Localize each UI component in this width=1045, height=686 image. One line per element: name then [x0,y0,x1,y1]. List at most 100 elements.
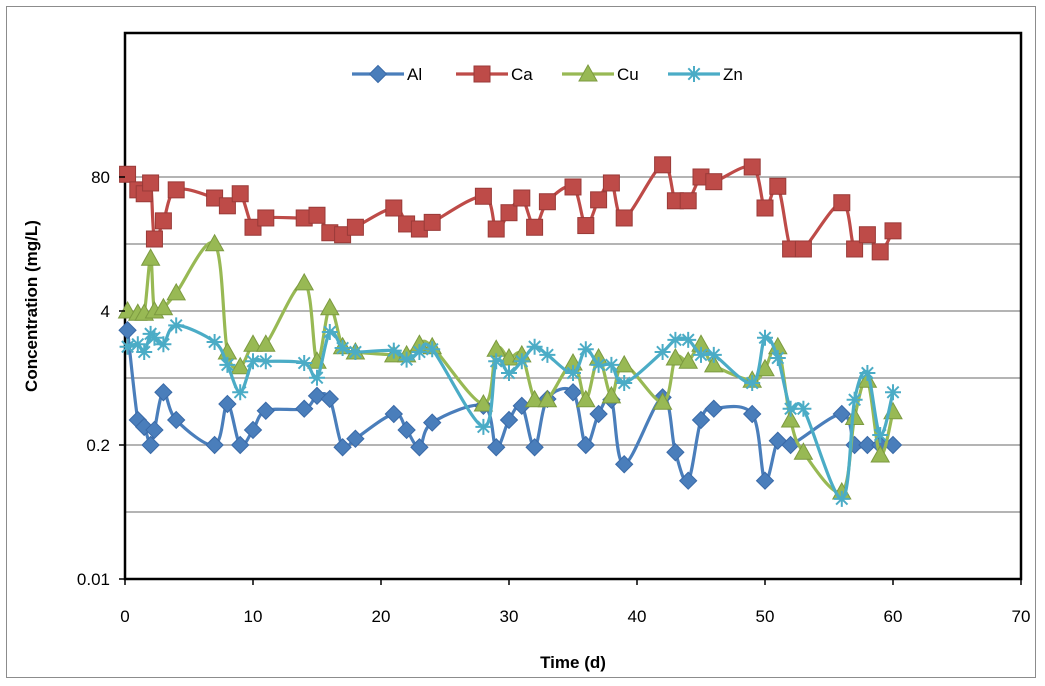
data-point-ca [833,194,851,212]
data-point-zn [424,341,441,358]
data-point-ca [487,220,505,238]
data-point-cu [255,334,276,352]
data-point-cu [652,392,673,410]
data-point-ca [526,218,544,236]
data-point-cu [575,389,596,408]
data-point-ca [654,156,672,174]
series-zn [119,317,901,507]
chart-frame [6,6,1036,678]
data-point-zn [577,341,594,358]
data-point-al [145,420,164,440]
plot-area [123,31,1023,581]
data-point-al [563,383,583,402]
data-point-ca [231,185,249,203]
data-point-cu [294,272,315,291]
y-tick-label: 4 [101,302,110,321]
data-point-zn [155,336,172,353]
data-point-cu [140,248,161,266]
y-tick-label: 0.01 [77,570,110,589]
data-point-cu [524,389,545,408]
legend: Al Ca Cu Zn [352,63,743,84]
data-point-al [691,410,711,430]
data-point-zn [257,353,274,370]
data-point-al [166,410,186,430]
data-point-zn [705,346,722,363]
data-point-cu [614,354,635,373]
data-point-al [614,455,634,474]
data-point-zn [757,329,773,346]
data-point-al [678,471,698,490]
data-point-al [320,389,340,409]
data-point-zn [885,384,901,401]
x-axis-title: Time (d) [540,653,606,672]
series-line-al [125,330,893,484]
data-point-cu [204,233,225,252]
data-point-zn [565,365,581,382]
data-point-al [243,420,263,440]
legend-label: Al [407,65,422,84]
data-point-al [141,435,160,455]
data-point-al [410,438,429,457]
data-point-cu [601,385,622,404]
data-point-zn [795,400,812,417]
data-point-zn [782,400,799,417]
x-tick-label: 0 [120,607,129,626]
data-point-al [666,443,685,462]
data-point-al [154,383,173,402]
data-point-ca [564,178,582,196]
x-tick-label: 40 [628,607,647,626]
data-point-cu [153,297,174,316]
legend-marker [686,66,702,82]
data-point-zn [513,353,530,370]
data-point-ca [145,230,163,248]
data-point-zn [501,365,517,382]
data-point-ca [590,191,608,209]
legend-item-cu: Cu [562,63,639,84]
data-point-ca [346,218,364,236]
data-point-al [486,438,506,457]
data-point-ca [756,199,774,217]
data-point-ca [167,181,185,199]
data-point-cu [793,442,814,460]
x-tick-label: 10 [244,607,263,626]
data-point-ca [142,174,160,192]
y-tick-label: 0.2 [86,436,110,455]
legend-label: Zn [723,65,743,84]
data-point-zn [590,356,607,373]
data-point-al [422,413,442,432]
data-point-cu [537,389,558,408]
data-point-zn [136,343,153,360]
data-point-al [307,386,327,406]
data-point-zn [334,339,351,356]
legend-label: Cu [617,65,639,84]
data-point-ca [500,204,518,222]
series-cu [117,233,903,500]
data-point-zn [603,356,620,373]
data-point-al [397,420,416,440]
data-point-al [384,404,404,424]
data-point-cu [844,407,865,425]
data-point-ca [577,217,595,235]
data-point-cu [678,351,699,369]
data-point-al [230,435,250,455]
series-ca [119,156,902,261]
x-tick-label: 70 [1012,607,1031,626]
data-point-zn [219,356,236,373]
data-point-ca [257,209,275,227]
data-point-zn [309,369,325,386]
data-point-cu [870,444,891,463]
data-point-zn [859,365,876,382]
data-point-ca [871,243,889,261]
data-point-cu [166,282,187,301]
data-point-zn [232,384,249,401]
data-point-al [218,394,237,414]
data-point-zn [321,324,338,341]
y-tick-label: 80 [91,168,110,187]
data-point-zn [680,331,697,348]
y-axis-title: Concentration (mg/L) [22,220,41,392]
data-point-al [118,321,137,340]
data-point-al [589,404,608,424]
data-point-ca [679,192,697,210]
data-point-al [742,404,762,424]
